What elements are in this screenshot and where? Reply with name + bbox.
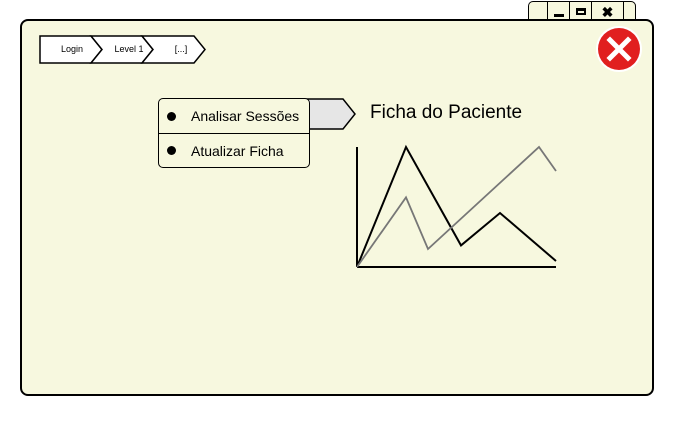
menu-item-analisar-sessoes[interactable]: Analisar Sessões — [159, 99, 309, 133]
close-circle-icon — [596, 26, 642, 72]
panel-title: Ficha do Paciente — [370, 102, 523, 123]
window-close-button[interactable]: ✖ — [591, 2, 624, 21]
bullet-icon — [167, 146, 176, 155]
dropdown-menu: Analisar Sessões Atualizar Ficha — [158, 98, 310, 168]
breadcrumb: Login Level 1 [...] — [39, 35, 209, 64]
window-controls: ✖ — [528, 1, 636, 21]
close-button[interactable] — [594, 26, 644, 72]
minimize-button[interactable] — [547, 2, 569, 21]
menu-item-label: Atualizar Ficha — [191, 142, 284, 159]
breadcrumb-item-ellipsis[interactable]: [...] — [174, 44, 188, 54]
chart-line-series-gray — [356, 145, 557, 268]
chart-line-series-dark — [356, 144, 557, 268]
close-icon: ✖ — [601, 3, 614, 20]
main-window — [20, 19, 654, 396]
breadcrumb-step-shape — [140, 35, 206, 64]
maximize-icon — [575, 8, 586, 15]
menu-item-atualizar-ficha[interactable]: Atualizar Ficha — [159, 133, 309, 167]
minimize-icon — [553, 13, 564, 17]
line-chart — [356, 144, 557, 268]
breadcrumb-shapes — [39, 35, 206, 64]
breadcrumb-item-level-1[interactable]: Level 1 — [114, 44, 144, 54]
maximize-button[interactable] — [569, 2, 591, 21]
breadcrumb-item-login[interactable]: Login — [60, 44, 84, 54]
bullet-icon — [167, 111, 176, 121]
chart-series-group — [356, 144, 557, 268]
menu-item-label: Analisar Sessões — [191, 108, 300, 124]
